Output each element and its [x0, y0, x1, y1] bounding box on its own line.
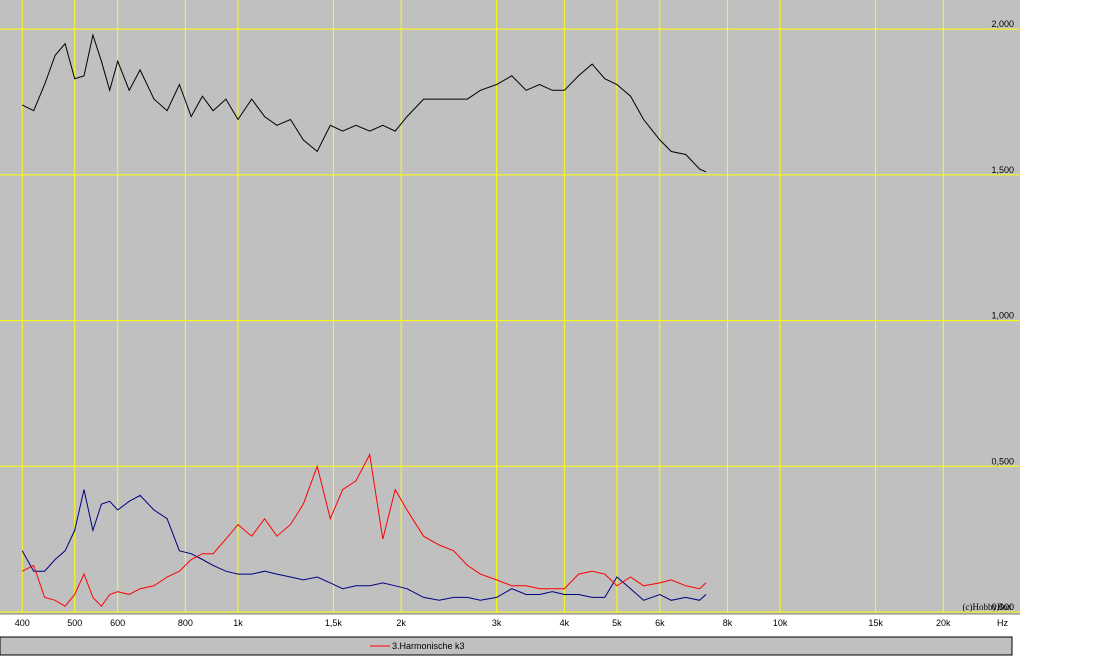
legend-box [0, 636, 1013, 656]
x-tick-label: 2k [396, 618, 406, 628]
x-tick-label: 500 [67, 618, 82, 628]
y-tick-label: 1,500 [991, 165, 1014, 175]
x-tick-label: 3k [492, 618, 502, 628]
x-tick-label: 1k [233, 618, 243, 628]
series-line [21, 489, 707, 601]
series-line [21, 33, 707, 173]
plot-area [0, 0, 1020, 614]
x-tick-label: 800 [178, 618, 193, 628]
x-tick-label: 6k [655, 618, 665, 628]
x-tick-label: 5k [612, 618, 622, 628]
x-unit: Hz [997, 618, 1008, 628]
annotation: (c)HobbyBox [963, 602, 1013, 612]
y-tick-label: 2,000 [991, 19, 1014, 29]
series-line [21, 453, 707, 607]
x-tick-label: 400 [15, 618, 30, 628]
y-tick-label: 1,000 [991, 311, 1014, 321]
x-tick-label: 20k [936, 618, 951, 628]
y-tick-label: 0,000 [991, 602, 1014, 612]
x-tick-label: 10k [773, 618, 788, 628]
x-tick-label: 600 [110, 618, 125, 628]
y-tick-label: 0,500 [991, 456, 1014, 466]
x-tick-label: 4k [560, 618, 570, 628]
x-tick-label: 8k [723, 618, 733, 628]
x-tick-label: 15k [868, 618, 883, 628]
x-tick-label: 1,5k [325, 618, 343, 628]
legend-label: 3.Harmonische k3 [392, 641, 465, 651]
